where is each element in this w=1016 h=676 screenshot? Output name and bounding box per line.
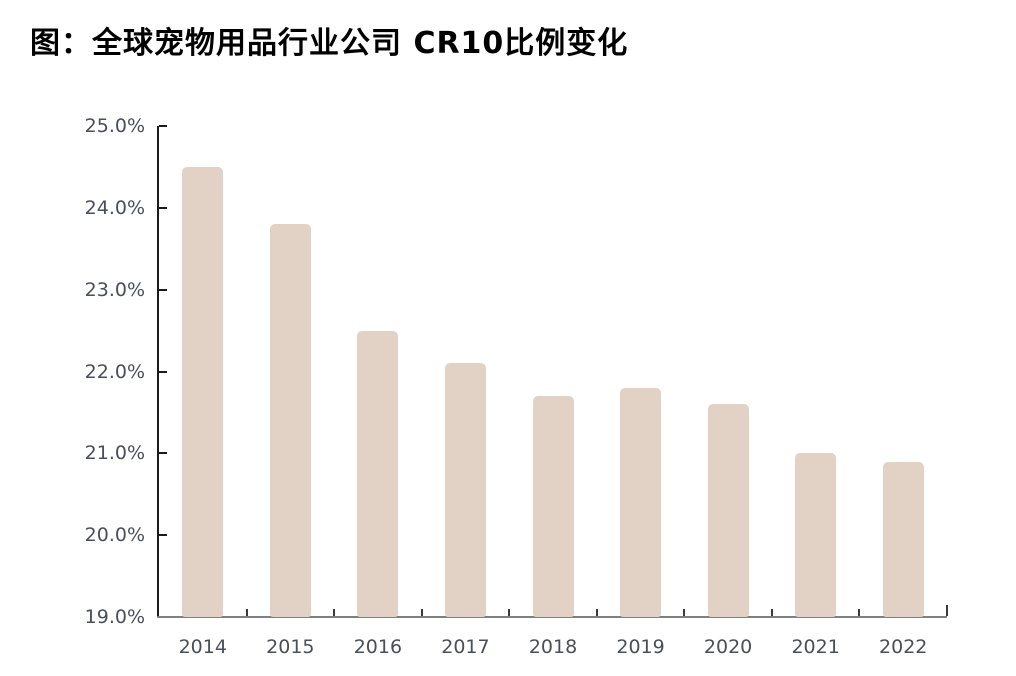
x-axis-label-2016: 2016 <box>353 636 403 658</box>
x-axis-tick <box>683 609 686 616</box>
y-axis-tick <box>159 370 167 373</box>
bar-2016 <box>357 330 399 617</box>
y-axis-tick-label: 21.0% <box>84 442 145 465</box>
bar-2020 <box>707 404 749 617</box>
x-axis-tick <box>858 609 861 616</box>
y-axis-tick <box>159 288 167 291</box>
chart-title: 图：全球宠物用品行业公司 CR10比例变化 <box>30 26 629 61</box>
bar-2015 <box>269 224 311 617</box>
y-axis-tick-label: 24.0% <box>84 196 145 219</box>
x-axis-label-2017: 2017 <box>441 636 490 658</box>
x-axis-tick <box>333 609 336 616</box>
x-axis-label-2022: 2022 <box>879 636 928 658</box>
bar-2018 <box>532 396 574 617</box>
x-axis-label-2018: 2018 <box>528 636 578 658</box>
x-axis-tick <box>245 609 248 616</box>
x-axis-label-2014: 2014 <box>178 636 227 658</box>
x-axis-label-2021: 2021 <box>791 636 840 658</box>
y-axis-tick-label: 23.0% <box>84 278 145 301</box>
y-axis-tick-label: 25.0% <box>84 115 145 137</box>
y-axis-tick <box>159 452 167 455</box>
y-axis-tick-label: 20.0% <box>84 524 145 547</box>
y-axis-tick <box>159 125 167 127</box>
bar-2021 <box>795 453 837 617</box>
bar-2022 <box>882 461 924 617</box>
x-axis-tick <box>770 609 773 616</box>
bar-2019 <box>620 387 662 617</box>
x-axis-tick <box>420 609 423 616</box>
x-axis-label-2020: 2020 <box>703 636 753 658</box>
bar-2014 <box>182 166 224 617</box>
y-axis-line <box>157 126 159 617</box>
y-axis-tick-label: 22.0% <box>84 360 145 383</box>
y-axis-tick <box>159 534 167 537</box>
y-axis-tick-label: 19.0% <box>84 606 145 628</box>
x-axis-tick <box>508 609 511 616</box>
x-axis-tick <box>595 609 598 616</box>
y-axis-tick <box>159 206 167 209</box>
x-axis-label-2019: 2019 <box>616 636 665 658</box>
x-axis-line <box>157 616 947 618</box>
x-axis-end-tick <box>946 605 948 616</box>
x-axis-label-2015: 2015 <box>266 636 315 658</box>
bar-2017 <box>444 363 486 617</box>
